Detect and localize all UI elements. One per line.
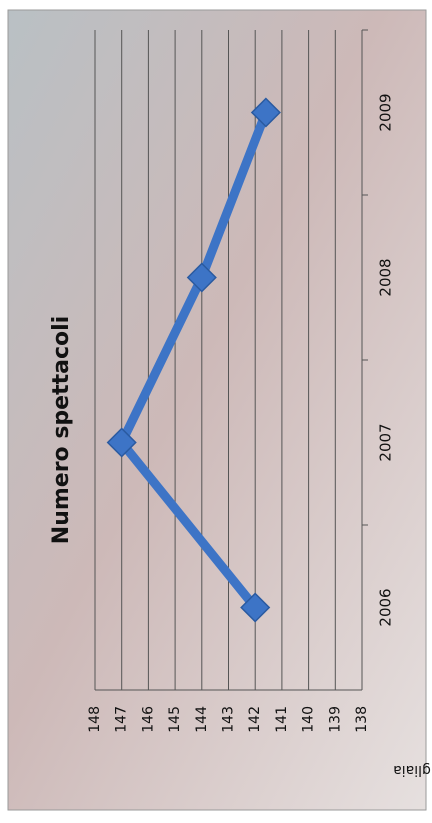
y-tick-label: 140 — [301, 706, 317, 733]
y-tick-label: 144 — [194, 706, 210, 733]
data-point — [250, 97, 281, 128]
data-point — [186, 262, 217, 293]
x-tick-label: 2007 — [377, 423, 395, 461]
x-tick-label: 2009 — [377, 93, 395, 131]
data-point — [240, 592, 271, 623]
y-tick-label: 146 — [140, 706, 156, 733]
x-tick-label: 2006 — [377, 588, 395, 626]
chart-title: Numero spettacoli — [49, 316, 74, 544]
rotated-chart: Numero spettacoli Migliaia 138 139 140 141 1… — [49, 29, 432, 778]
y-tick-label: 147 — [114, 706, 130, 733]
y-tick-label: 141 — [274, 706, 290, 733]
y-tick-label: 142 — [247, 706, 263, 733]
x-tick-label: 2008 — [377, 258, 395, 296]
y-tick-label: 148 — [87, 706, 103, 733]
data-point — [106, 427, 137, 458]
y-tick-label: 143 — [221, 706, 237, 733]
data-line — [117, 110, 271, 611]
chart-frame — [7, 9, 427, 811]
y-tick-label: 138 — [354, 706, 370, 733]
y-axis-label: Migliaia — [393, 762, 432, 778]
y-tick-label: 139 — [327, 706, 343, 733]
y-tick-label: 145 — [167, 706, 183, 733]
